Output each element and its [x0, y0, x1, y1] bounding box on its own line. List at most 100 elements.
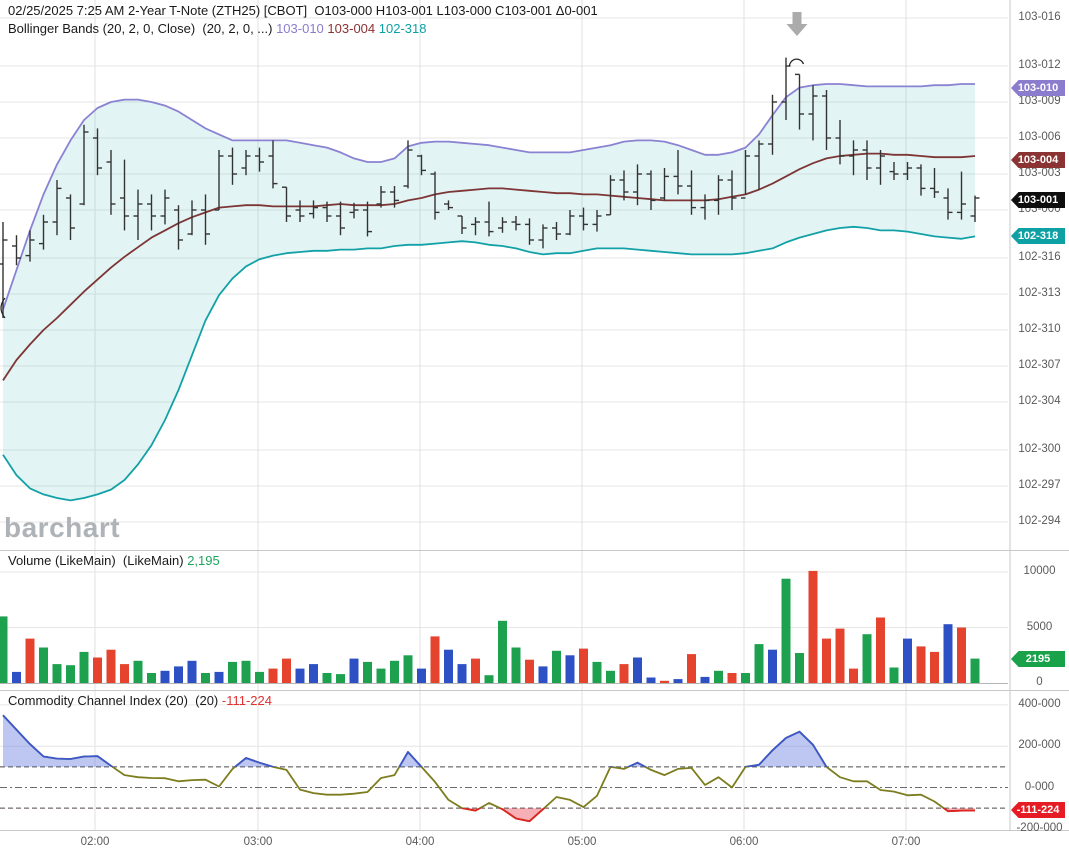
ohlc-bar	[363, 201, 372, 237]
volume-bar	[660, 680, 669, 683]
volume-bar	[133, 660, 143, 683]
price-axis-label: 103-016	[1018, 11, 1061, 23]
chart-title-ohlc-readout: 02/25/2025 7:25 AM 2-Year T-Note (ZTH25)…	[8, 3, 598, 18]
volume-bar	[957, 627, 966, 683]
ohlc-bar	[174, 205, 183, 250]
ohlc-bar	[403, 140, 413, 189]
volume-bar	[282, 658, 291, 683]
volume-bar	[255, 671, 264, 683]
ohlc-bar	[282, 186, 291, 222]
ohlc-bar	[25, 230, 35, 262]
ohlc-bar	[795, 73, 804, 130]
ohlc-bar	[349, 202, 359, 219]
sell-signal-arrow-icon	[786, 12, 808, 36]
volume-bar	[741, 673, 750, 683]
candle-marker-arc	[788, 58, 805, 67]
ohlc-bar	[12, 235, 21, 266]
cci-axis-label: 400-000	[1018, 698, 1061, 710]
ohlc-bar	[268, 140, 278, 189]
cci-line	[2, 714, 976, 823]
ohlc-bar	[714, 175, 723, 215]
volume-bar	[228, 661, 237, 683]
ohlc-bar	[565, 210, 575, 236]
ohlc-bar	[673, 150, 683, 195]
price-axis-label: 102-297	[1018, 479, 1061, 491]
volume-bar	[417, 668, 426, 683]
ohlc-bar	[849, 140, 858, 176]
ohlc-bar	[970, 195, 980, 222]
ohlc-bar	[376, 186, 386, 208]
volume-bar	[511, 647, 521, 683]
ohlc-bar	[160, 189, 170, 225]
volume-bar	[754, 644, 764, 683]
volume-bar	[646, 677, 656, 683]
ohlc-bar	[93, 128, 102, 176]
ohlc-bar	[417, 154, 426, 176]
volume-bar	[160, 670, 170, 683]
volume-bar	[795, 653, 804, 683]
axis-price-badge: -111-224	[1011, 802, 1065, 818]
time-axis-label: 05:00	[567, 836, 597, 848]
ohlc-bar	[214, 150, 224, 211]
volume-bar	[673, 679, 683, 683]
volume-bar	[808, 570, 818, 683]
ohlc-bar	[862, 140, 872, 180]
bollinger-upper-value: 103-010	[276, 21, 324, 36]
price-axis-label: 103-003	[1018, 167, 1061, 179]
ohlc-bar	[552, 222, 561, 240]
volume-bar	[619, 664, 629, 683]
ohlc-bar	[79, 124, 89, 206]
volume-bar	[876, 617, 885, 683]
ohlc-bar	[511, 216, 521, 231]
cci-axis-label: 200-000	[1018, 739, 1061, 751]
cci-overbought-fill	[3, 715, 975, 767]
volume-bar	[700, 676, 710, 683]
ohlc-bar	[727, 170, 737, 210]
price-axis-label: 102-316	[1018, 251, 1061, 263]
volume-bar	[592, 661, 602, 683]
time-axis-label: 07:00	[891, 836, 921, 848]
ohlc-bar	[444, 200, 453, 210]
ohlc-bar	[633, 164, 642, 206]
volume-bar	[12, 671, 21, 683]
ohlc-bar	[930, 168, 939, 198]
ohlc-bar	[120, 159, 129, 231]
ohlc-bar	[430, 171, 440, 220]
volume-bar	[214, 671, 224, 683]
ohlc-bar	[147, 194, 156, 231]
volume-bar	[565, 655, 575, 684]
volume-bar	[79, 651, 89, 683]
bollinger-middle-value: 103-004	[327, 21, 376, 36]
cci-axis-label: -200-000	[1016, 822, 1063, 834]
volume-bar	[457, 664, 467, 683]
ohlc-bar	[525, 218, 534, 245]
time-axis-label: 04:00	[405, 836, 435, 848]
volume-bar	[25, 638, 35, 683]
volume-axis-label: 0	[1036, 676, 1043, 688]
axis-price-badge: 103-001	[1011, 192, 1065, 208]
ohlc-bar	[741, 150, 750, 199]
volume-bar	[781, 578, 791, 683]
price-axis-label: 103-009	[1018, 95, 1061, 107]
volume-bar	[606, 670, 615, 683]
volume-bar	[201, 673, 210, 683]
volume-bar	[66, 665, 75, 683]
volume-bar	[93, 657, 102, 683]
volume-bar	[916, 646, 926, 683]
ohlc-bar	[39, 214, 48, 250]
volume-bar	[889, 667, 899, 683]
volume-bar	[484, 675, 494, 683]
ohlc-bar	[471, 217, 480, 236]
ohlc-bar	[957, 171, 966, 220]
ohlc-bar	[606, 175, 615, 216]
volume-bar	[835, 628, 845, 683]
ohlc-bar	[822, 90, 831, 150]
volume-bar	[403, 655, 413, 684]
ohlc-bar	[322, 201, 332, 222]
cci-label: Commodity Channel Index (20) (20)	[8, 693, 222, 708]
volume-bar	[241, 660, 251, 683]
price-axis-label: 102-294	[1018, 515, 1061, 527]
ohlc-bar	[309, 200, 318, 219]
volume-bar	[930, 651, 939, 683]
